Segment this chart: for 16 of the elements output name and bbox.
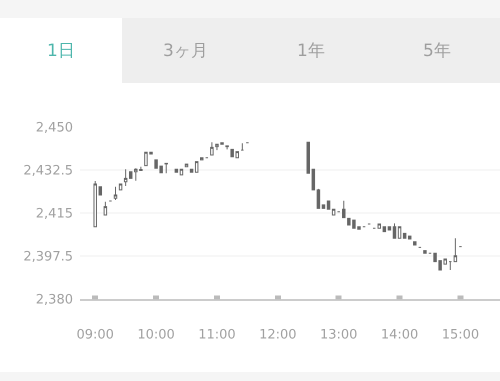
y-tick-label: 2,432.5: [23, 164, 73, 179]
y-tick-label: 2,450: [36, 120, 73, 136]
text: 1日: [47, 41, 75, 61]
text: 1年: [297, 41, 325, 61]
y-tick-label: 2,415: [36, 206, 73, 222]
x-tick-label: 10:00: [137, 327, 175, 342]
y-tick-label: 2,397.5: [23, 250, 73, 265]
x-tick-label: 12:00: [259, 327, 297, 342]
x-tick-label: 15:00: [442, 327, 480, 342]
x-tick-label: 13:00: [320, 327, 358, 342]
text: 5年: [423, 41, 451, 61]
text: 3ヶ月: [163, 41, 208, 61]
x-tick-label: 09:00: [76, 327, 114, 342]
x-tick-label: 11:00: [198, 327, 236, 342]
y-tick-label: 2,380: [36, 292, 73, 308]
x-tick-label: 14:00: [380, 327, 418, 342]
